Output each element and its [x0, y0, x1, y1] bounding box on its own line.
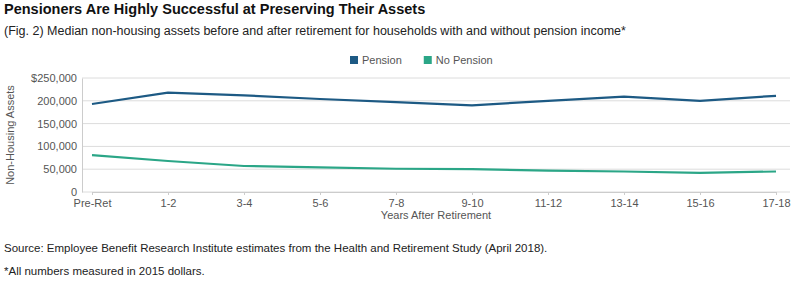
- y-tick-label: 150,000: [37, 118, 77, 130]
- x-tick: 13-14: [610, 192, 638, 209]
- x-tick-mark: [700, 192, 701, 195]
- x-tick: 7-8: [389, 192, 405, 209]
- x-axis-title: Years After Retirement: [381, 209, 491, 221]
- y-tick-label: 50,000: [43, 163, 77, 175]
- x-tick-label: 11-12: [535, 197, 562, 209]
- x-tick-label: 3-4: [237, 197, 253, 209]
- grid-line: [82, 146, 790, 147]
- grid-line: [82, 78, 790, 79]
- x-tick-mark: [776, 192, 777, 195]
- y-axis-line: [82, 79, 83, 193]
- grid: [82, 78, 790, 192]
- title: Pensioners Are Highly Successful at Pres…: [4, 1, 425, 17]
- y-tick: 50,000: [43, 163, 82, 175]
- y-axis: 050,000100,000150,000200,000$250,000: [31, 72, 82, 198]
- x-tick-mark: [472, 192, 473, 195]
- series-group: [92, 93, 776, 173]
- legend-item: Pension: [350, 54, 402, 66]
- x-tick-mark: [244, 192, 245, 195]
- chart: Pensioners Are Highly Successful at Pres…: [0, 0, 800, 284]
- x-tick-mark: [168, 192, 169, 195]
- x-tick: 15-16: [686, 192, 714, 209]
- x-tick: Pre-Ret: [74, 192, 112, 209]
- x-tick-mark: [92, 192, 93, 195]
- x-tick-mark: [396, 192, 397, 195]
- series-line: [92, 155, 776, 173]
- y-tick: 150,000: [37, 118, 82, 130]
- x-tick: 11-12: [535, 192, 562, 209]
- y-tick-label: 200,000: [37, 95, 77, 107]
- x-tick-label: 1-2: [161, 197, 177, 209]
- x-tick-label: Pre-Ret: [74, 197, 112, 209]
- footnote: *All numbers measured in 2015 dollars.: [4, 265, 205, 277]
- x-tick-label: 5-6: [313, 197, 329, 209]
- legend-swatch: [350, 56, 358, 64]
- x-tick-label: 9-10: [461, 197, 483, 209]
- x-tick: 5-6: [313, 192, 329, 209]
- grid-line: [82, 123, 790, 124]
- x-tick-mark: [624, 192, 625, 195]
- x-tick-label: 15-16: [686, 197, 714, 209]
- x-tick: 1-2: [161, 192, 177, 209]
- y-tick-label: $250,000: [31, 72, 77, 84]
- y-tick: $250,000: [31, 72, 82, 84]
- series-line: [92, 93, 776, 106]
- x-tick-label: 13-14: [610, 197, 638, 209]
- source: Source: Employee Benefit Research Instit…: [4, 242, 547, 254]
- x-tick: 9-10: [461, 192, 483, 209]
- x-tick-label: 7-8: [389, 197, 405, 209]
- grid-line: [82, 192, 790, 193]
- x-tick-mark: [320, 192, 321, 195]
- legend-item: No Pension: [424, 54, 493, 66]
- x-tick-mark: [548, 192, 549, 195]
- y-tick: 100,000: [37, 140, 82, 152]
- x-axis: Pre-Ret 1-2 3-4 5-6 7-8 9-10 11-12 13-14 15-16 17…: [74, 192, 791, 209]
- legend-swatch: [424, 56, 432, 64]
- y-tick-label: 100,000: [37, 140, 77, 152]
- x-tick: 17-18: [762, 192, 790, 209]
- x-axis-line: [93, 192, 777, 193]
- legend-label: Pension: [362, 54, 402, 66]
- x-tick-label: 17-18: [762, 197, 790, 209]
- legend-label: No Pension: [436, 54, 493, 66]
- y-tick: 200,000: [37, 95, 82, 107]
- y-axis-title: Non-Housing Assets: [4, 85, 16, 185]
- subtitle: (Fig. 2) Median non-housing assets befor…: [4, 24, 626, 38]
- legend: Pension No Pension: [350, 54, 493, 66]
- x-tick: 3-4: [237, 192, 253, 209]
